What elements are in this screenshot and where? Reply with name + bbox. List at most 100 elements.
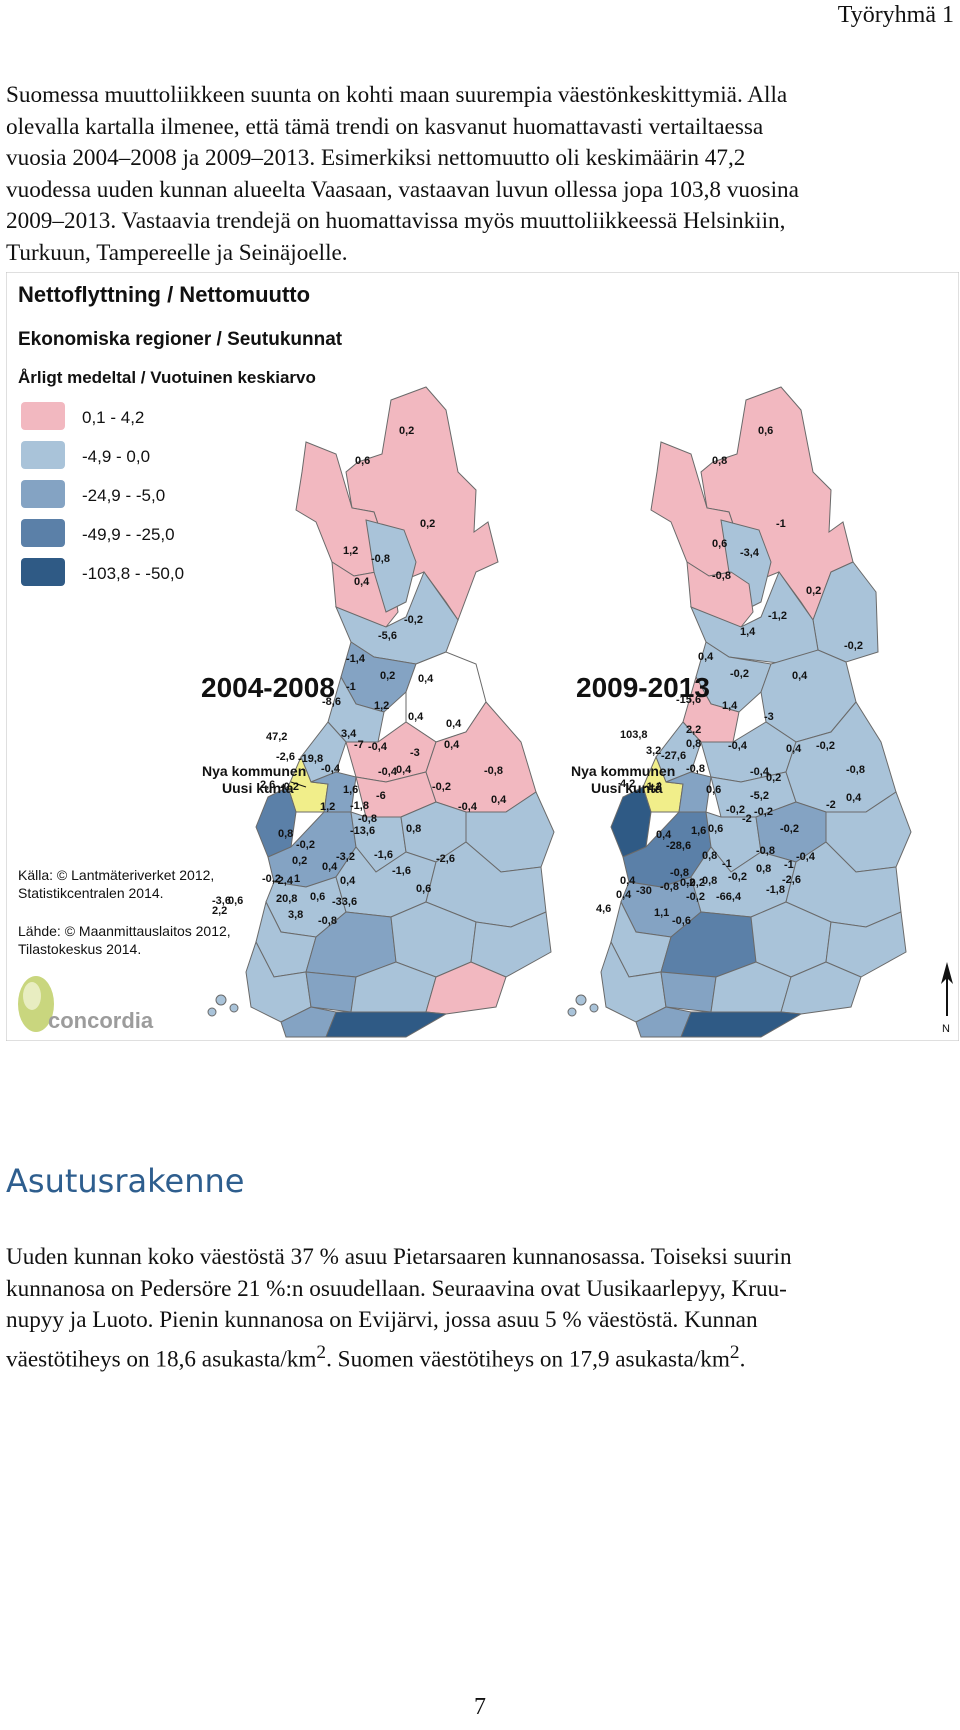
region-value-label: 0,8: [712, 455, 727, 467]
region-value-label: 0,6: [708, 823, 723, 835]
region-value-label: -0,8: [371, 553, 390, 565]
map-legend: 0,1 - 4,2 -4,9 - 0,0 -24,9 - -5,0 -49,9 …: [21, 402, 184, 586]
region-value-label: -1: [346, 681, 356, 693]
region-value-label: 20,8: [276, 893, 297, 905]
region-value-label: 0,4: [491, 794, 507, 806]
north-arrow-icon: N: [941, 962, 953, 1035]
new-municipality-label-right: Nya kommunen: [571, 763, 675, 779]
region-value-label: 0,2: [292, 855, 307, 867]
region-value-label: 0,2: [420, 518, 435, 530]
region-value-label: 0,8: [756, 863, 771, 875]
new-municipality-leader: [290, 781, 307, 788]
region-value-label: 1,2: [343, 545, 358, 557]
region-value-label: -2: [826, 799, 836, 811]
region-value-label: -28,6: [666, 840, 691, 852]
region-value-label: -0,8: [670, 867, 689, 879]
legend-label: 0,1 - 4,2: [82, 408, 144, 427]
region-value-label: -1,8: [766, 884, 785, 896]
body-line-part: .: [739, 1346, 746, 1373]
region-value-label: -0,2: [728, 871, 747, 883]
region-value-label: 1,2: [320, 801, 335, 813]
region-value-label: -3,4: [740, 547, 760, 559]
legend-swatch: [21, 402, 65, 430]
region-aland-island: [215, 994, 227, 1006]
legend-label: -24,9 - -5,0: [82, 486, 165, 505]
region-value-label: -0,4: [750, 766, 770, 778]
region-value-label: 0,6: [228, 895, 243, 907]
region-value-label: 0,8: [702, 850, 717, 862]
region-value-label: 4,6: [596, 903, 611, 915]
region-value-label: 0,8: [702, 875, 717, 887]
region-value-label: -0,8: [484, 765, 503, 777]
region-value-label: 3,4: [341, 728, 357, 740]
region-value-label: -0,8: [318, 915, 337, 927]
map-subtitle: Ekonomiska regioner / Seutukunnat: [18, 329, 343, 350]
region-value-label: -1,2: [643, 781, 662, 793]
region-value-label: -0,8: [756, 845, 775, 857]
region-aland-island: [207, 1007, 217, 1017]
region-helsinki: [325, 1011, 448, 1038]
region-aland-island: [589, 1003, 599, 1013]
new-municipality-label-left: Uusi kunta: [222, 780, 294, 796]
region-value-label: 0,4: [656, 829, 672, 841]
source-line: Källa: © Lantmäteriverket 2012,: [18, 867, 214, 883]
new-municipality-label-left: Nya kommunen: [202, 763, 306, 779]
map-left-2004-2008: [207, 386, 555, 1038]
body-line-part: väestötiheys on 18,6 asukasta/km: [6, 1346, 317, 1373]
region-aland-island: [567, 1007, 577, 1017]
region-value-label: 1: [294, 873, 300, 885]
region-value-label: -27,6: [661, 750, 686, 762]
region-value-label: -0,4: [321, 763, 341, 775]
region-value-label: 0,4: [846, 792, 862, 804]
superscript: 2: [316, 1341, 327, 1363]
legend-label: -49,9 - -25,0: [82, 525, 175, 544]
intro-line: Suomessa muuttoliikkeen suunta on kohti …: [6, 82, 788, 108]
region-value-label: 0,4: [446, 718, 462, 730]
region-value-label: 4,2: [620, 778, 635, 790]
source-line: Statistikcentralen 2014.: [18, 885, 164, 901]
region-aland-island: [575, 994, 587, 1006]
region-value-label: 0,4: [340, 875, 356, 887]
region-value-label: 0,6: [712, 538, 727, 550]
region-value-label: 0,4: [444, 739, 460, 751]
region-value-label: 0,8: [278, 828, 293, 840]
region-value-label: -66,4: [716, 891, 742, 903]
legend-label: -103,8 - -50,0: [82, 564, 184, 583]
map-title: Nettoflyttning / Nettomuutto: [18, 282, 310, 307]
region-value-label: -1: [784, 859, 794, 871]
region-value-label: -0,4: [378, 766, 398, 778]
region-value-label: 0,4: [698, 651, 714, 663]
region-value-label: -2,6: [276, 751, 295, 763]
intro-line: vuosia 2004–2008 ja 2009–2013. Esimerkik…: [6, 145, 746, 171]
region-value-label: -1,2: [768, 610, 787, 622]
section-heading: Asutusrakenne: [6, 1162, 245, 1200]
region-value-label: 103,8: [620, 729, 648, 741]
region-value-label: 0,4: [354, 576, 370, 588]
region-value-label: 47,2: [266, 731, 287, 743]
body-line: Uuden kunnan koko väestöstä 37 % asuu Pi…: [6, 1244, 792, 1270]
region-value-label: -3,2: [336, 851, 355, 863]
region-value-label: -1,8: [350, 800, 369, 812]
source-line: Lähde: © Maanmittauslaitos 2012,: [18, 923, 231, 939]
region-aland-island: [229, 1003, 239, 1013]
region-value-label: 1,2: [374, 700, 389, 712]
region-value-label: -3: [410, 747, 420, 759]
region-value-label: 1,6: [343, 784, 358, 796]
region-value-label: -0,4: [458, 801, 478, 813]
region-value-label: 1,6: [691, 825, 706, 837]
region-value-label: 0,6: [706, 784, 721, 796]
region-value-label: -2,6: [436, 853, 455, 865]
region-value-label: -5,2: [750, 790, 769, 802]
region-value-label: -0,2: [816, 740, 835, 752]
legend-label: -4,9 - 0,0: [82, 447, 150, 466]
right-value-labels: 0,60,8-10,6-3,4-0,80,2-1,21,4-0,20,4-0,2…: [596, 425, 865, 927]
region-value-label: -0,2: [296, 839, 315, 851]
region-value-label: 0,2: [399, 425, 414, 437]
region-turku-north: [305, 971, 357, 1013]
region-value-label: 0,2: [680, 877, 695, 889]
region-value-label: 3,8: [288, 909, 303, 921]
region-value-label: -15,6: [676, 694, 701, 706]
map-subtitle2: Årligt medeltal / Vuotuinen keskiarvo: [18, 368, 316, 387]
region-value-label: -2,6: [782, 874, 801, 886]
region-value-label: -1: [776, 518, 786, 530]
